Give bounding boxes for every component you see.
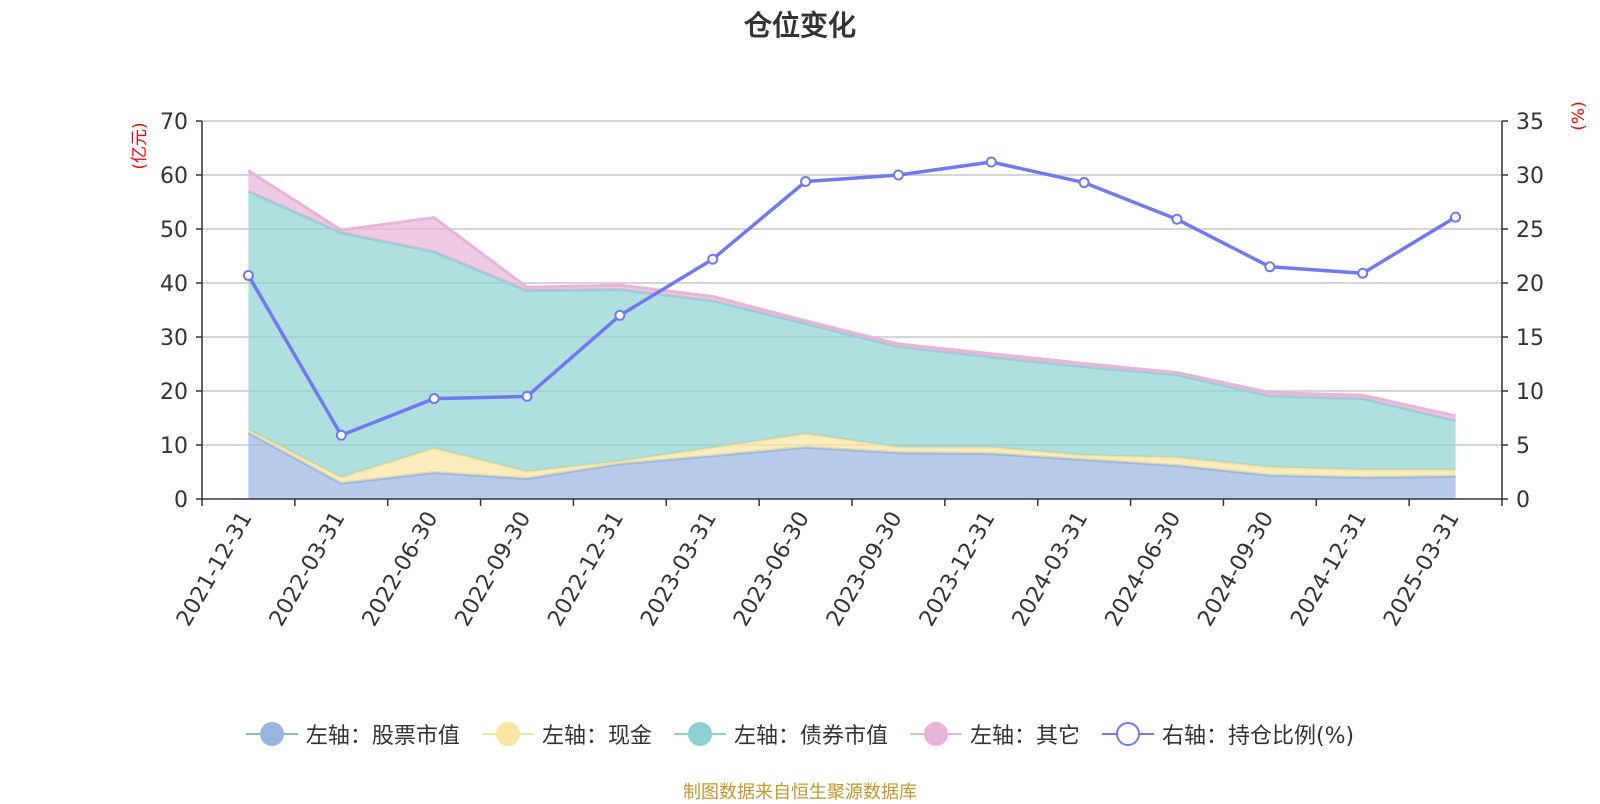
- legend-label-bond: 左轴：债券市值: [733, 724, 888, 749]
- right-tick-label-6: 30: [1516, 164, 1544, 189]
- line-point-6: [800, 175, 812, 187]
- area-series-2: [248, 191, 1456, 478]
- line-series: [242, 156, 1462, 441]
- chart-title: 仓位变化: [743, 9, 856, 42]
- legend-item-ratio[interactable]: 右轴：持仓比例(%): [1101, 718, 1355, 750]
- line-point-2: [428, 393, 440, 405]
- legend-swatch-bond-icon: [673, 719, 726, 749]
- area-series: [247, 169, 1456, 499]
- left-axis-unit: (亿元): [130, 122, 150, 169]
- legend-label-other: 左轴：其它: [969, 724, 1080, 749]
- x-tick-label-5: 2023-03-31: [636, 508, 722, 631]
- legend-item-stock[interactable]: 左轴：股票市值: [245, 718, 460, 750]
- x-tick-label-9: 2024-03-31: [1008, 508, 1094, 631]
- line-point-10: [1171, 213, 1183, 225]
- line-point-5: [707, 253, 719, 265]
- x-tick-label-6: 2023-06-30: [729, 508, 815, 631]
- right-tick-label-2: 10: [1516, 380, 1544, 405]
- left-tick-label-6: 60: [160, 164, 188, 189]
- right-axis-unit: (%): [1569, 101, 1589, 130]
- x-tick-label-7: 2023-09-30: [822, 508, 908, 631]
- x-tick-label-13: 2025-03-31: [1379, 508, 1465, 631]
- legend-item-bond[interactable]: 左轴：债券市值: [673, 718, 888, 750]
- left-tick-label-3: 30: [160, 326, 188, 351]
- legend-label-cash: 左轴：现金: [541, 724, 652, 749]
- left-tick-label-5: 50: [160, 218, 188, 243]
- right-tick-label-5: 25: [1516, 218, 1544, 243]
- x-tick-label-11: 2024-09-30: [1193, 508, 1279, 631]
- legend-swatch-cash-icon: [481, 719, 534, 749]
- legend-swatch-ratio-icon: [1101, 719, 1154, 749]
- left-tick-label-0: 0: [174, 488, 188, 513]
- source-note: 制图数据来自恒生聚源数据库: [683, 782, 917, 803]
- legend-item-other[interactable]: 左轴：其它: [909, 718, 1080, 750]
- right-tick-label-3: 15: [1516, 326, 1544, 351]
- legend-swatch-stock-icon: [245, 719, 298, 749]
- left-tick-label-1: 10: [160, 434, 188, 459]
- area-edge-3: [247, 169, 1456, 418]
- x-tick-label-1: 2022-03-31: [265, 508, 351, 631]
- area-series-0: [248, 432, 1456, 499]
- legend-swatch-other-icon: [909, 719, 962, 749]
- line-point-12: [1357, 267, 1369, 279]
- x-tick-label-2: 2022-06-30: [358, 507, 444, 630]
- line-series-0: [246, 160, 1457, 438]
- line-point-0: [242, 269, 254, 281]
- legend: 左轴：股票市值 左轴：现金 左轴：债券市值 左轴：其它 右轴：持仓比例(%): [0, 718, 1600, 750]
- legend-item-cash[interactable]: 左轴：现金: [481, 718, 652, 750]
- x-tick-label-3: 2022-09-30: [451, 508, 537, 631]
- legend-label-ratio: 右轴：持仓比例(%): [1161, 724, 1355, 749]
- left-tick-label-4: 40: [160, 272, 188, 297]
- line-point-4: [614, 309, 626, 321]
- x-tick-label-8: 2023-12-31: [915, 507, 1001, 630]
- right-tick-label-0: 0: [1516, 488, 1530, 513]
- x-tick-label-12: 2024-12-31: [1286, 508, 1372, 631]
- x-tick-label-10: 2024-06-30: [1101, 508, 1187, 631]
- right-tick-label-4: 20: [1516, 272, 1544, 297]
- line-point-7: [892, 169, 904, 181]
- x-tick-label-4: 2022-12-31: [543, 508, 629, 631]
- x-tick-label-0: 2021-12-31: [172, 508, 258, 631]
- right-tick-label-7: 35: [1516, 110, 1544, 135]
- left-tick-label-7: 70: [160, 110, 188, 135]
- line-point-9: [1078, 177, 1090, 189]
- legend-label-stock: 左轴：股票市值: [305, 724, 460, 749]
- line-point-8: [985, 156, 997, 168]
- left-tick-label-2: 20: [160, 380, 188, 405]
- line-point-1: [335, 429, 347, 441]
- line-point-13: [1450, 211, 1462, 223]
- line-point-3: [521, 390, 533, 402]
- right-tick-label-1: 5: [1516, 434, 1530, 459]
- line-point-11: [1264, 261, 1276, 273]
